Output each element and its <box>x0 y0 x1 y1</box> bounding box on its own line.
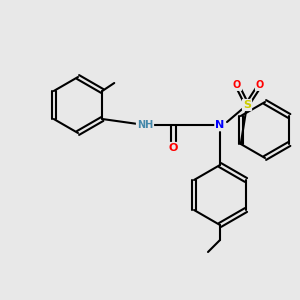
Text: O: O <box>168 143 178 153</box>
Text: NH: NH <box>137 120 153 130</box>
Text: O: O <box>233 80 241 90</box>
Text: S: S <box>243 100 251 110</box>
Text: N: N <box>215 120 225 130</box>
Text: O: O <box>256 80 264 90</box>
